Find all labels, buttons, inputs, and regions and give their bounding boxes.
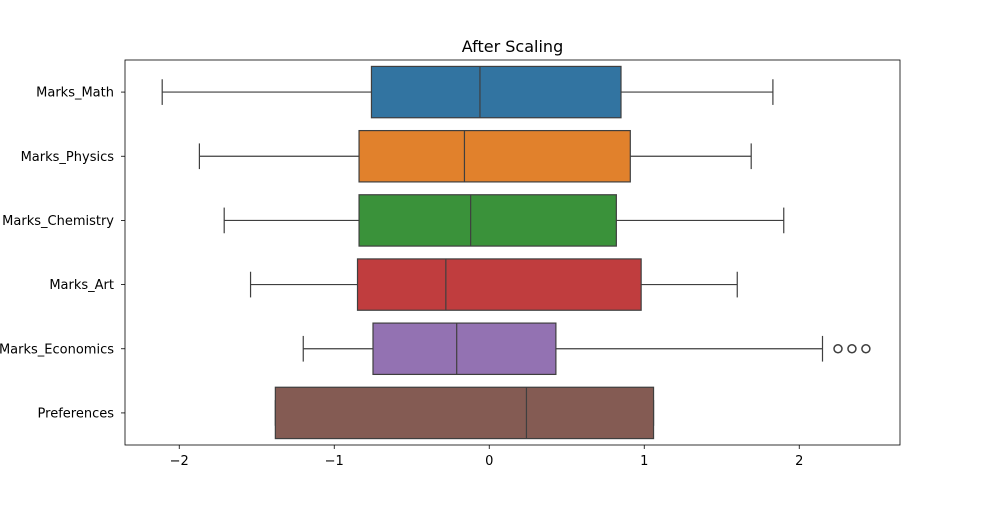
box-group (274, 386, 655, 440)
y-axis: Marks_Math Marks_Physics Marks_Chemistry Ma… (0, 86, 125, 421)
plot-frame (124, 59, 901, 446)
y-tick-label: Marks_Chemistry (2, 214, 114, 229)
x-tick-label: −1 (325, 454, 344, 469)
iqr-box (370, 65, 622, 119)
y-tick-label: Marks_Economics (0, 342, 114, 357)
iqr-box (356, 258, 642, 311)
boxes-layer (161, 65, 871, 440)
iqr-box (274, 386, 655, 440)
x-axis: −2 −1 0 1 2 (170, 445, 803, 469)
iqr-box (372, 322, 557, 376)
x-tick-label: 1 (640, 454, 648, 469)
x-tick-label: −2 (170, 454, 189, 469)
box-group (223, 194, 785, 247)
y-tick-label: Marks_Math (36, 86, 114, 101)
y-tick-label: Marks_Physics (21, 150, 115, 165)
x-tick-label: 2 (795, 454, 803, 469)
outlier-point (861, 344, 871, 354)
box-group (161, 65, 774, 119)
box-group (198, 129, 752, 183)
iqr-box (358, 194, 617, 247)
chart-title: After Scaling (462, 37, 563, 56)
y-tick-label: Preferences (38, 406, 115, 421)
iqr-box (358, 129, 631, 183)
outlier-point (833, 344, 843, 354)
x-tick-label: 0 (485, 454, 493, 469)
outlier-point (847, 344, 857, 354)
box-group (249, 258, 738, 311)
y-tick-label: Marks_Art (49, 278, 114, 293)
box-group (302, 322, 871, 376)
